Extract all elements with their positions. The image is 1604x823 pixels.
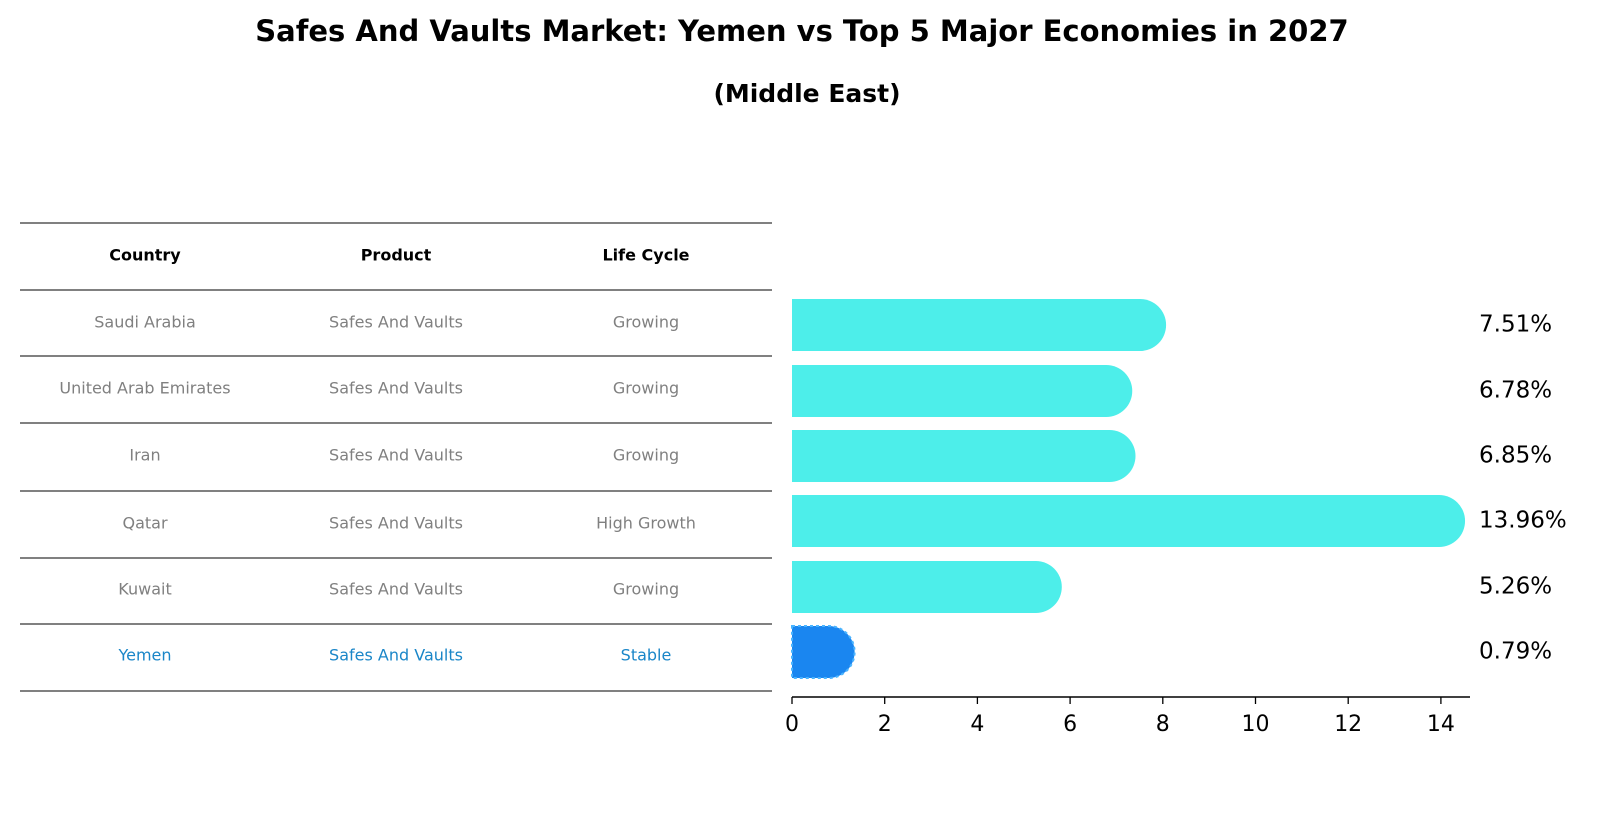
cell-product: Safes And Vaults <box>329 580 463 599</box>
cell-country: Iran <box>129 446 160 465</box>
x-tick-label: 8 <box>1156 712 1170 737</box>
x-tick-label: 2 <box>878 712 892 737</box>
cell-country: Yemen <box>117 646 171 665</box>
x-tick-label: 14 <box>1427 712 1455 737</box>
data-label: 6.78% <box>1479 378 1552 404</box>
cell-life-cycle: Growing <box>613 580 679 599</box>
cell-life-cycle: Growing <box>613 379 679 398</box>
header-product: Product <box>361 246 432 265</box>
data-label: 5.26% <box>1479 574 1552 600</box>
cell-product: Safes And Vaults <box>329 379 463 398</box>
cell-life-cycle: High Growth <box>596 514 696 533</box>
cell-product: Safes And Vaults <box>329 446 463 465</box>
bar-united-arab-emirates <box>792 365 1133 417</box>
x-tick-label: 4 <box>970 712 984 737</box>
cell-product: Safes And Vaults <box>329 313 463 332</box>
x-tick-label: 0 <box>785 712 799 737</box>
data-label: 13.96% <box>1479 508 1567 534</box>
cell-product: Safes And Vaults <box>329 646 463 665</box>
cell-country: Saudi Arabia <box>94 313 196 332</box>
bar-yemen <box>791 625 856 679</box>
data-label: 6.85% <box>1479 443 1552 469</box>
cell-country: United Arab Emirates <box>59 379 230 398</box>
cell-life-cycle: Growing <box>613 313 679 332</box>
data-label: 0.79% <box>1479 639 1552 665</box>
cell-life-cycle: Stable <box>621 646 672 665</box>
cell-country: Kuwait <box>118 580 171 599</box>
header-life-cycle: Life Cycle <box>602 246 689 265</box>
chart-title: Safes And Vaults Market: Yemen vs Top 5 … <box>255 14 1349 48</box>
chart-subtitle: (Middle East) <box>713 79 901 108</box>
bar-qatar <box>792 495 1466 547</box>
x-tick-label: 12 <box>1334 712 1362 737</box>
bar-kuwait <box>792 561 1062 613</box>
cell-product: Safes And Vaults <box>329 514 463 533</box>
header-country: Country <box>109 246 181 265</box>
x-tick-label: 6 <box>1063 712 1077 737</box>
bar-saudi-arabia <box>792 299 1167 351</box>
data-label: 7.51% <box>1479 312 1552 338</box>
cell-country: Qatar <box>122 514 167 533</box>
x-tick-label: 10 <box>1242 712 1270 737</box>
bar-iran <box>792 430 1136 482</box>
cell-life-cycle: Growing <box>613 446 679 465</box>
